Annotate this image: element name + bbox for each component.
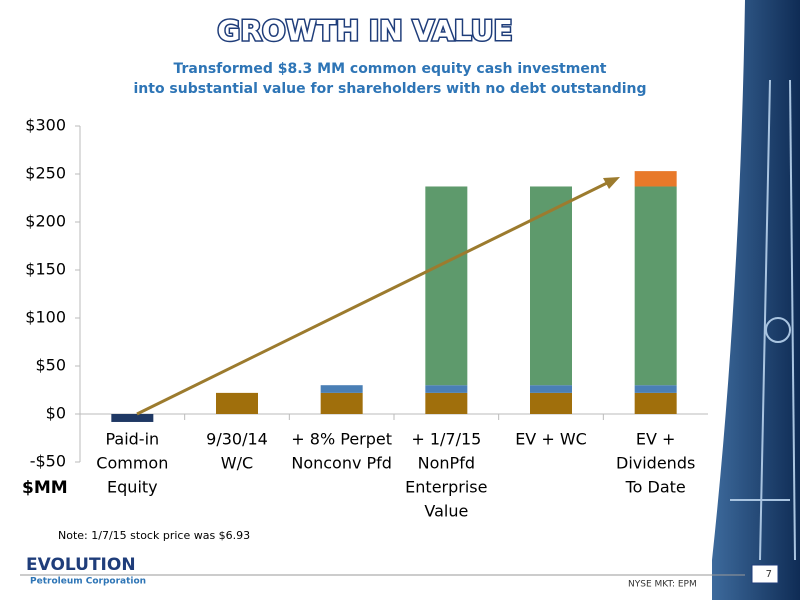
x-tick-label: Common	[96, 454, 168, 473]
x-tick-label: + 1/7/15	[411, 430, 481, 449]
rig-drawing	[730, 79, 796, 561]
page-box	[751, 564, 779, 584]
y-tick-label: $150	[25, 260, 66, 279]
x-tick-label: Nonconv Pfd	[291, 454, 392, 473]
y-tick-label: -$50	[30, 452, 66, 471]
y-tick-label: $0	[46, 404, 66, 423]
x-tick-label: EV + WC	[515, 430, 587, 449]
bar-segment	[425, 392, 468, 414]
trend-arrow	[136, 177, 620, 416]
page-number: 7	[766, 569, 772, 580]
bar-segment	[530, 385, 572, 393]
bar-segment	[320, 385, 363, 393]
x-tick-label: W/C	[221, 454, 253, 473]
x-tick-label: NonPfd	[418, 454, 475, 473]
y-tick-label: $200	[25, 212, 66, 231]
side-image	[712, 0, 800, 600]
logo: EVOLUTION	[26, 555, 136, 575]
x-tick-label: Value	[424, 502, 468, 521]
y-tick-label: $50	[35, 356, 66, 375]
x-tick-label: Paid-in	[105, 430, 159, 449]
subtitle: into substantial value for shareholders …	[133, 81, 646, 97]
bar-segment	[634, 171, 677, 187]
plot: -$50 $0 $50 $100 $150 $200 $250 $300 Paid-in Comm…	[25, 116, 708, 521]
bar-segment	[216, 392, 258, 414]
bar-segment	[530, 392, 572, 414]
bar-segment	[111, 414, 154, 422]
bar-segment	[634, 186, 677, 386]
x-tick-label: EV +	[636, 430, 676, 449]
bar-segment	[634, 385, 677, 393]
y-axis-label: $MM	[22, 478, 68, 498]
x-tick-label: Enterprise	[405, 478, 487, 497]
bar-segment	[425, 186, 468, 386]
y-tick-label: $300	[25, 116, 66, 135]
x-tick-label: + 8% Perpet	[291, 430, 392, 449]
bar-segment	[530, 186, 572, 386]
note: Note: 1/7/15 stock price was $6.93	[58, 529, 250, 542]
x-tick-label: Equity	[107, 478, 158, 497]
bar-segment	[634, 392, 677, 414]
bar-segment	[320, 392, 363, 414]
title: GROWTH IN VALUE	[217, 14, 512, 47]
y-tick-label: $100	[25, 308, 66, 327]
exchange: NYSE MKT: EPM	[628, 580, 697, 590]
logo-subtitle: Petroleum Corporation	[30, 577, 146, 587]
y-tick-label: $250	[25, 164, 66, 183]
x-tick-label: Dividends	[616, 454, 695, 473]
bar-segment	[425, 385, 468, 393]
x-tick-label: To Date	[625, 478, 686, 497]
x-tick-label: 9/30/14	[206, 430, 268, 449]
subtitle: Transformed $8.3 MM common equity cash i…	[173, 61, 606, 77]
